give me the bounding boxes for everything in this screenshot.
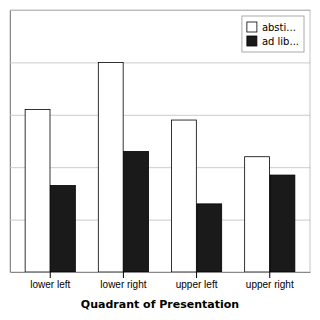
x-tick: lower right	[100, 272, 146, 290]
bar	[171, 120, 196, 272]
x-axis-title: Quadrant of Presentation	[81, 298, 239, 311]
y-axis	[10, 11, 310, 273]
x-tick: upper left	[176, 272, 218, 290]
y-tick	[10, 272, 310, 273]
x-tick-line	[50, 272, 51, 278]
x-tick-label: lower right	[100, 279, 146, 290]
legend-swatch	[247, 22, 257, 32]
legend: absti... ad lib...	[242, 16, 304, 52]
x-tick: lower left	[30, 272, 70, 290]
x-tick-label: lower left	[30, 279, 70, 290]
grid-line	[10, 62, 310, 63]
plot-frame	[10, 10, 310, 272]
grid-line	[10, 272, 310, 273]
x-tick-line	[269, 272, 270, 278]
bar	[25, 110, 50, 272]
legend-item: ad lib...	[247, 36, 299, 47]
plot: lower left lower right upper left upper rig…	[10, 10, 311, 311]
bar-series	[50, 151, 294, 272]
y-axis-line	[11, 11, 311, 273]
bar	[270, 175, 295, 272]
legend-frame	[242, 16, 304, 52]
grid-line	[10, 115, 310, 116]
bar	[124, 151, 149, 272]
legend-label: absti...	[262, 22, 296, 33]
x-tick-line	[196, 272, 197, 278]
x-axis-line	[11, 272, 311, 273]
x-tick-line	[123, 272, 124, 278]
legend-item: absti...	[247, 22, 296, 33]
bar	[98, 62, 123, 272]
bars	[25, 62, 295, 272]
y-tick	[10, 62, 310, 63]
x-tick: upper right	[246, 272, 294, 290]
bar	[197, 204, 222, 272]
chart: lower left lower right upper left upper rig…	[0, 0, 320, 320]
legend-swatch	[247, 36, 257, 46]
bar	[50, 186, 75, 272]
x-tick-label: upper left	[176, 279, 218, 290]
y-tick	[10, 115, 310, 116]
x-tick-label: upper right	[246, 279, 294, 290]
x-axis: lower left lower right upper left upper rig…	[11, 272, 311, 290]
bar	[245, 157, 270, 272]
bar-series	[25, 62, 269, 272]
legend-label: ad lib...	[262, 36, 299, 47]
